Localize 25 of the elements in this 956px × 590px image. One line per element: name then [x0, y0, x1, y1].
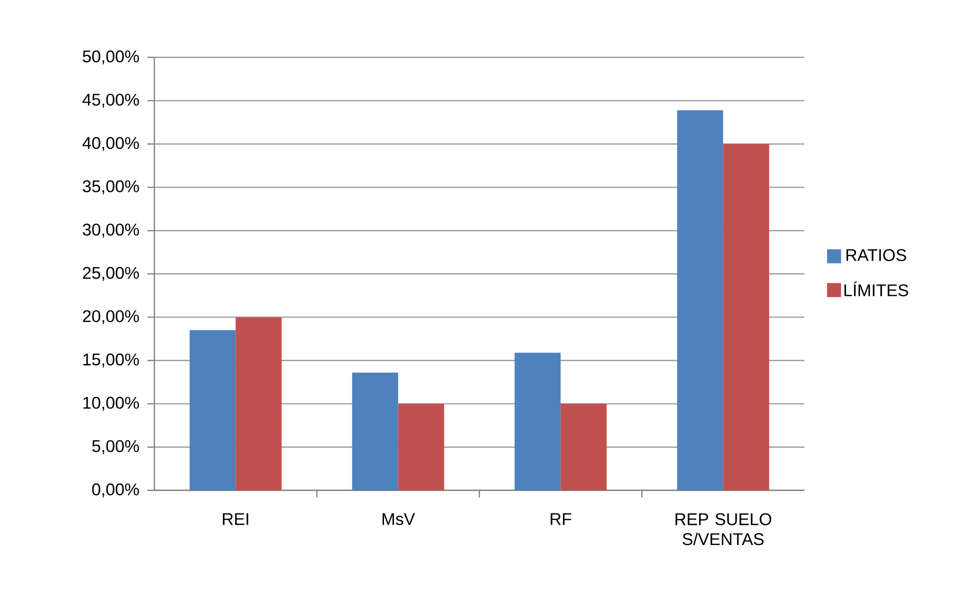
y-tick-label: 10,00% [83, 396, 139, 411]
bar [352, 372, 398, 490]
legend-label: LÍMITES [844, 281, 908, 296]
y-tick-label: 5,00% [92, 440, 139, 454]
y-tick-label: 15,00% [83, 353, 139, 368]
x-tick-label: REI [222, 513, 248, 525]
bar [723, 144, 770, 490]
y-tick-label: 0,00% [92, 483, 139, 498]
bar [236, 317, 282, 490]
bar [677, 110, 724, 490]
y-tick-label: 40,00% [82, 136, 139, 151]
bar [514, 352, 561, 490]
bar [560, 404, 607, 490]
x-tick-label: RF [550, 513, 572, 525]
bar [190, 330, 236, 490]
bar [398, 404, 444, 490]
y-tick-label: 20,00% [82, 310, 139, 324]
y-tick-label: 35,00% [82, 180, 139, 194]
y-tick-label: 25,00% [82, 266, 139, 281]
x-tick-label: MsV [382, 513, 415, 526]
x-tick-label: REP SUELO S/VENTAS [676, 513, 772, 546]
legend-label: RATIOS [846, 249, 906, 262]
y-tick-label: 50,00% [82, 50, 139, 64]
y-tick-label: 45,00% [82, 94, 139, 108]
y-tick-label: 30,00% [82, 224, 139, 238]
